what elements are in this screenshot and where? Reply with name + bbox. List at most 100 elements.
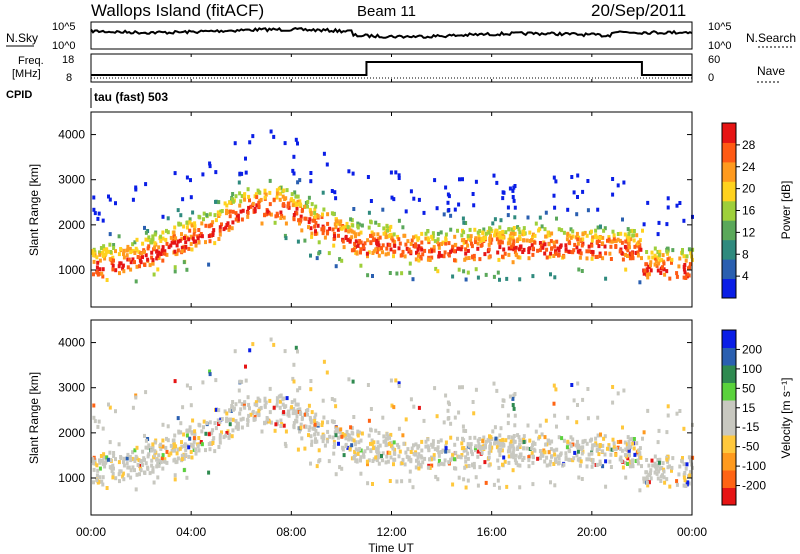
velocity-cell bbox=[342, 453, 346, 458]
velocity-cell bbox=[204, 448, 207, 453]
velocity-cell bbox=[484, 444, 487, 448]
velocity-cell bbox=[536, 456, 540, 461]
velocity-cell bbox=[649, 468, 653, 473]
cpid-value: tau (fast) 503 bbox=[94, 90, 168, 104]
power-cell bbox=[569, 235, 573, 240]
power-cell bbox=[230, 226, 234, 231]
power-cell bbox=[295, 211, 299, 216]
velocity-cell bbox=[666, 413, 670, 418]
velocity-cell bbox=[656, 458, 660, 462]
power-cell bbox=[98, 258, 102, 263]
power-cell bbox=[470, 244, 474, 249]
velocity-cell bbox=[112, 454, 116, 458]
velocity-cell bbox=[150, 448, 153, 453]
power-cell bbox=[381, 250, 384, 255]
velocity-cell bbox=[268, 386, 272, 391]
velocity-cell bbox=[493, 441, 496, 446]
velocity-cell bbox=[430, 463, 434, 468]
power-cell bbox=[204, 223, 208, 228]
power-cell bbox=[662, 267, 666, 272]
velocity-cell bbox=[180, 457, 184, 462]
power-cell bbox=[208, 164, 212, 169]
velocity-cell bbox=[375, 458, 379, 463]
power-cell bbox=[562, 230, 566, 235]
power-cell bbox=[643, 268, 647, 273]
power-cell bbox=[173, 265, 177, 270]
power-cell bbox=[143, 225, 146, 230]
velocity-cell bbox=[501, 437, 505, 442]
power-cell bbox=[447, 252, 451, 257]
velocity-cell bbox=[381, 415, 385, 420]
nsky-trace bbox=[90, 27, 693, 39]
power-cell bbox=[279, 216, 283, 220]
power-cell bbox=[461, 216, 465, 221]
power-cell bbox=[197, 228, 201, 232]
velocity-cell bbox=[159, 460, 163, 464]
power-cell bbox=[389, 224, 393, 229]
power-cell bbox=[352, 230, 356, 235]
power-cell bbox=[95, 265, 99, 270]
velocity-cell bbox=[576, 449, 580, 454]
velocity-cell bbox=[501, 462, 504, 467]
velocity-cell bbox=[231, 407, 235, 412]
power-cell bbox=[112, 258, 115, 263]
velocity-cell bbox=[392, 462, 395, 467]
velocity-cell bbox=[552, 401, 556, 406]
velocity-cell bbox=[233, 349, 237, 354]
velocity-cell bbox=[489, 435, 493, 440]
power-cell bbox=[200, 234, 204, 239]
velocity-cell bbox=[165, 449, 169, 454]
power-cell bbox=[557, 248, 561, 253]
velocity-cell bbox=[255, 411, 259, 416]
velocity-cell bbox=[347, 437, 351, 442]
power-cell bbox=[234, 194, 238, 199]
velocity-cell bbox=[141, 449, 145, 454]
velocity-cell bbox=[508, 448, 512, 453]
power-cell bbox=[432, 245, 436, 250]
power-cell bbox=[218, 212, 222, 216]
velocity-cell bbox=[314, 428, 318, 433]
power-cell bbox=[387, 233, 391, 238]
power-cell bbox=[409, 242, 413, 246]
velocity-cell bbox=[428, 466, 432, 470]
power-cell bbox=[433, 178, 437, 183]
power-cell bbox=[616, 183, 620, 188]
velocity-cell bbox=[595, 443, 599, 448]
nsky-tick-low: 10^0 bbox=[52, 40, 76, 52]
power-cell bbox=[460, 233, 464, 238]
colorbar-segment bbox=[722, 382, 736, 401]
power-cell bbox=[536, 248, 540, 253]
power-cell bbox=[239, 199, 243, 204]
colorbar-segment bbox=[722, 400, 736, 418]
power-cell bbox=[573, 242, 577, 247]
power-cell bbox=[435, 206, 439, 211]
power-cell bbox=[544, 210, 548, 215]
velocity-cell bbox=[562, 462, 566, 467]
power-cell bbox=[179, 213, 183, 218]
velocity-cell bbox=[538, 449, 542, 453]
velocity-cell bbox=[369, 448, 373, 453]
power-cell bbox=[181, 197, 185, 202]
velocity-cell bbox=[228, 432, 232, 437]
velocity-cell bbox=[214, 426, 218, 431]
power-cell bbox=[388, 271, 392, 275]
velocity-cell bbox=[467, 464, 471, 468]
power-cell bbox=[108, 257, 112, 262]
power-cell bbox=[366, 175, 370, 179]
velocity-cell bbox=[409, 397, 413, 402]
power-cell bbox=[460, 245, 464, 249]
velocity-cell bbox=[128, 454, 132, 459]
power-cell bbox=[156, 267, 160, 272]
power-cell bbox=[217, 200, 221, 205]
power-cell bbox=[656, 250, 660, 254]
power-cell bbox=[117, 252, 121, 257]
velocity-cell bbox=[238, 379, 242, 384]
power-cell bbox=[141, 241, 145, 246]
power-cell bbox=[192, 228, 196, 233]
power-cell bbox=[601, 241, 605, 246]
y-tick-label: 3000 bbox=[58, 173, 85, 187]
power-cell bbox=[342, 245, 346, 250]
velocity-cell bbox=[303, 446, 307, 451]
power-cell bbox=[166, 216, 170, 221]
velocity-cell bbox=[357, 430, 361, 435]
